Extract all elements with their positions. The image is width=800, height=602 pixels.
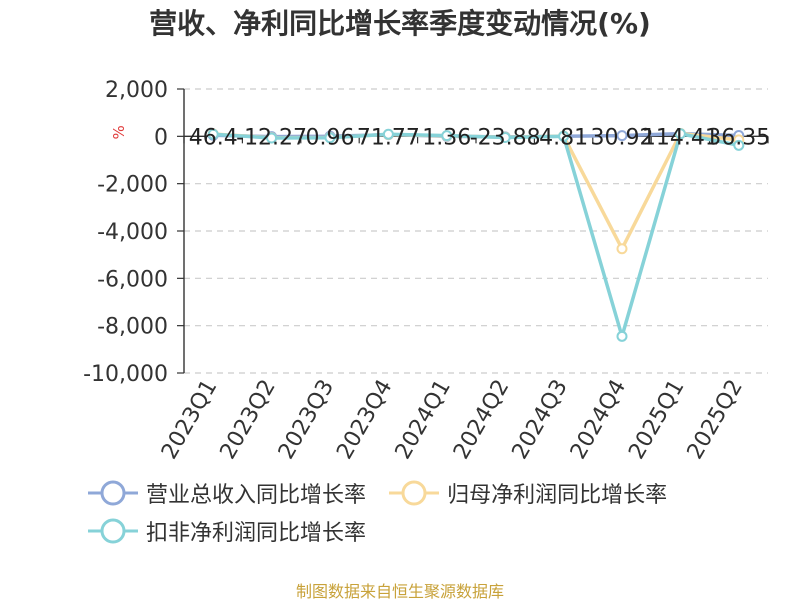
legend-item-net-profit[interactable]: 归母净利润同比增长率 bbox=[389, 474, 667, 512]
y-tick-label: -4,000 bbox=[97, 220, 168, 245]
data-point bbox=[324, 132, 336, 144]
source-note: 制图数据来自恒生聚源数据库 bbox=[295, 582, 504, 601]
data-labels: 46.4-12.270.96 71.77 1.36-23.884.81 30.9211… bbox=[189, 125, 771, 150]
data-label: -23.88 bbox=[470, 125, 541, 150]
x-tick-label: 2023Q2 bbox=[215, 376, 280, 464]
x-tick-label: 2024Q2 bbox=[449, 376, 514, 464]
y-tick-label: -10,000 bbox=[83, 362, 168, 387]
data-point bbox=[616, 243, 628, 255]
data-label: 36.35 bbox=[707, 125, 770, 150]
x-tick-label: 2024Q3 bbox=[507, 376, 572, 464]
legend-marker-icon bbox=[389, 480, 440, 506]
grid-lines bbox=[184, 88, 768, 374]
legend-label: 营业总收入同比增长率 bbox=[146, 483, 367, 508]
x-tick-label: 2023Q1 bbox=[157, 376, 222, 464]
chart-title: 营收、净利同比增长率季度变动情况(%) bbox=[149, 7, 651, 40]
data-point bbox=[674, 128, 686, 140]
legend-label: 归母净利润同比增长率 bbox=[447, 483, 668, 508]
data-label: 4.81 bbox=[539, 125, 588, 150]
x-tick-label: 2023Q3 bbox=[274, 376, 339, 464]
data-point bbox=[616, 130, 628, 142]
y-axis-unit-label: % bbox=[110, 125, 128, 139]
legend-item-revenue[interactable]: 营业总收入同比增长率 bbox=[88, 474, 366, 512]
data-point bbox=[499, 132, 511, 144]
y-tick-label: -6,000 bbox=[97, 267, 168, 292]
data-point bbox=[266, 132, 278, 144]
data-label: 114.41 bbox=[642, 125, 719, 150]
legend-marker-icon bbox=[88, 480, 138, 506]
data-label: -12.27 bbox=[236, 125, 307, 150]
x-tick-label: 2024Q4 bbox=[566, 376, 631, 464]
legend: 营业总收入同比增长率 归母净利润同比增长率 扣非净利润同比增长率 bbox=[88, 474, 788, 550]
data-label: 0.96 bbox=[306, 125, 355, 150]
legend-marker-icon bbox=[88, 518, 138, 544]
data-label: 71.77 bbox=[357, 125, 420, 150]
data-label: 1.36 bbox=[422, 125, 471, 150]
data-point bbox=[616, 330, 628, 342]
data-label: 46.4 bbox=[189, 125, 238, 150]
x-tick-label: 2023Q4 bbox=[332, 376, 397, 464]
data-point bbox=[558, 130, 570, 142]
series-line bbox=[213, 131, 740, 339]
x-tick-label: 2024Q1 bbox=[391, 376, 456, 464]
y-tick-label: -8,000 bbox=[97, 315, 168, 340]
x-tick-label: 2025Q2 bbox=[683, 376, 748, 464]
y-tick-label: 2,000 bbox=[105, 78, 168, 103]
series-lines bbox=[207, 127, 745, 342]
data-point bbox=[207, 128, 219, 140]
data-label: 30.92 bbox=[591, 125, 654, 150]
y-tick-label: -2,000 bbox=[97, 173, 168, 198]
x-tick-label: 2025Q1 bbox=[624, 376, 689, 464]
legend-item-deducted-profit[interactable]: 扣非净利润同比增长率 bbox=[88, 512, 366, 550]
data-point bbox=[441, 130, 453, 142]
y-tick-label: 0 bbox=[154, 125, 168, 150]
data-point bbox=[733, 139, 745, 151]
data-point bbox=[382, 128, 394, 140]
legend-label: 扣非净利润同比增长率 bbox=[146, 521, 367, 546]
